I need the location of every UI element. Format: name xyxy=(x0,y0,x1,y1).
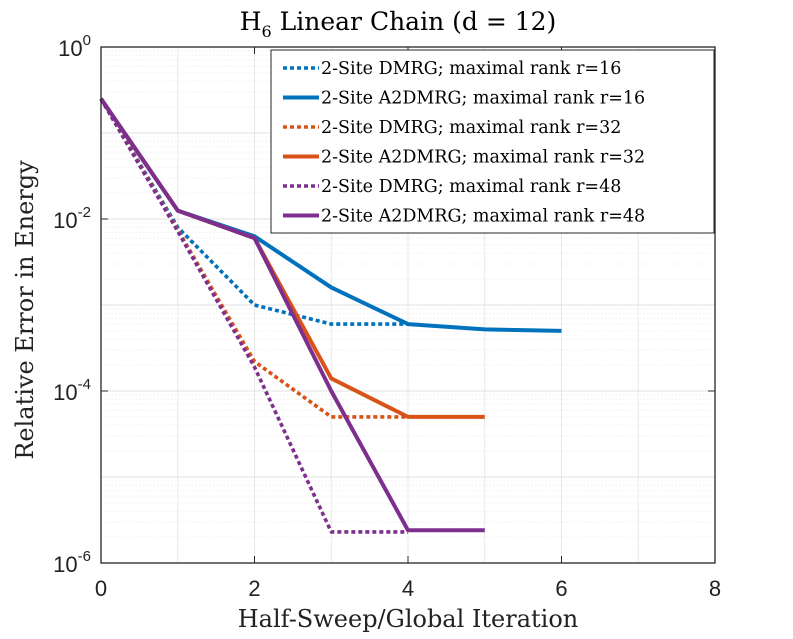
chart-title-main: H xyxy=(240,7,262,36)
x-tick-label: 0 xyxy=(95,576,107,601)
x-tick-label: 6 xyxy=(555,576,567,601)
chart-title: H6 Linear Chain (d = 12) xyxy=(240,7,557,41)
legend-box xyxy=(270,49,715,234)
legend-label: 2-Site DMRG; maximal rank r=48 xyxy=(321,177,621,197)
legend-label: 2-Site A2DMRG; maximal rank r=32 xyxy=(321,148,645,168)
legend: 2-Site DMRG; maximal rank r=16 2-Site A2D… xyxy=(270,49,715,234)
y-axis-label: Relative Error in Energy xyxy=(11,160,39,460)
legend-label: 2-Site DMRG; maximal rank r=32 xyxy=(321,118,621,138)
series-group xyxy=(99,97,562,534)
x-tick-label: 8 xyxy=(709,576,721,601)
legend-label: 2-Site DMRG; maximal rank r=16 xyxy=(321,59,621,79)
legend-label: 2-Site A2DMRG; maximal rank r=48 xyxy=(321,207,645,227)
series-line-6 xyxy=(99,97,485,533)
axis-ticks: 0 2 4 6 8 100 10-2 10-4 10-6 xyxy=(53,32,721,601)
chart-title-subscript: 6 xyxy=(262,22,272,41)
series-line-5 xyxy=(99,97,408,534)
x-axis-label: Half-Sweep/Global Iteration xyxy=(238,605,579,633)
y-tick-label: 10-6 xyxy=(53,548,91,577)
chart-title-rest: Linear Chain (d = 12) xyxy=(272,7,557,36)
x-tick-label: 2 xyxy=(248,576,260,601)
y-tick-label: 10-4 xyxy=(53,376,91,405)
legend-label: 2-Site A2DMRG; maximal rank r=16 xyxy=(321,89,645,109)
y-tick-label: 10-2 xyxy=(53,204,91,233)
x-tick-label: 4 xyxy=(402,576,414,601)
y-tick-label: 100 xyxy=(58,32,91,61)
